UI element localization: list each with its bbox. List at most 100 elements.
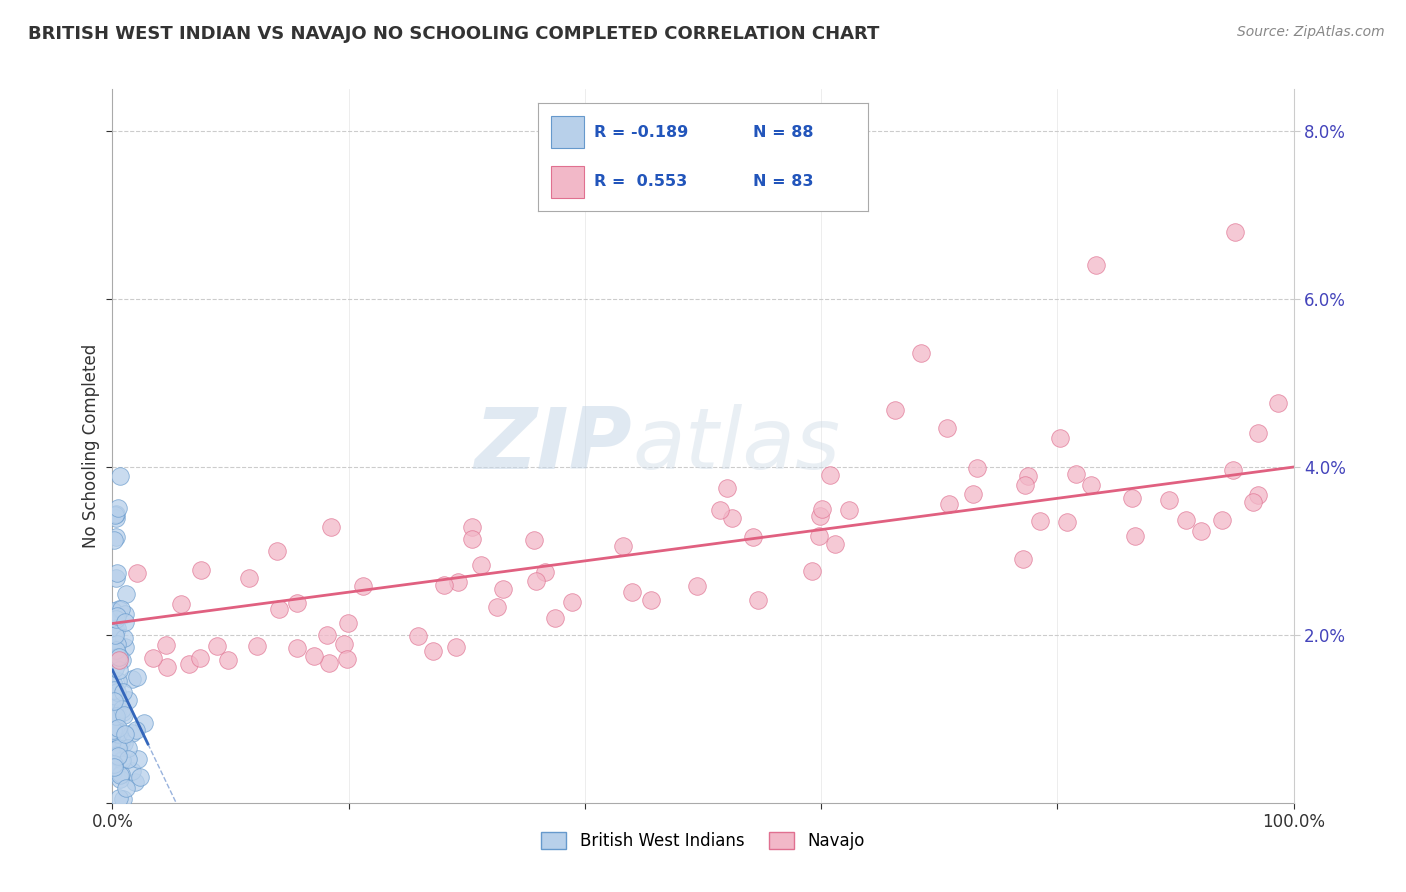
Point bbox=[104, 661, 127, 675]
Point bbox=[108, 652, 131, 666]
Point bbox=[1017, 468, 1039, 483]
Point bbox=[966, 460, 988, 475]
Point bbox=[103, 683, 125, 698]
Point bbox=[336, 652, 359, 666]
Point bbox=[523, 533, 546, 547]
Point bbox=[818, 467, 841, 482]
Point bbox=[470, 558, 492, 573]
Point bbox=[492, 582, 515, 596]
Point bbox=[101, 765, 124, 780]
Point bbox=[962, 487, 984, 501]
Point bbox=[104, 624, 127, 639]
Point bbox=[1064, 467, 1087, 481]
Point bbox=[107, 650, 129, 665]
Point bbox=[111, 792, 134, 806]
Point bbox=[1049, 431, 1071, 445]
Point bbox=[107, 746, 129, 760]
Text: ZIP: ZIP bbox=[474, 404, 633, 488]
Point bbox=[105, 649, 128, 664]
Point bbox=[104, 643, 127, 657]
Point bbox=[105, 566, 128, 580]
Point bbox=[125, 566, 148, 580]
Point bbox=[485, 599, 508, 614]
Point bbox=[461, 520, 484, 534]
Point bbox=[461, 532, 484, 546]
Point bbox=[808, 509, 831, 524]
Point bbox=[108, 469, 131, 483]
Point bbox=[107, 652, 129, 666]
Point bbox=[124, 775, 146, 789]
Point bbox=[406, 629, 429, 643]
Point bbox=[524, 574, 547, 589]
Point bbox=[333, 637, 356, 651]
Point bbox=[686, 579, 709, 593]
Point bbox=[121, 673, 143, 687]
Point bbox=[115, 587, 138, 601]
Point bbox=[716, 481, 738, 495]
Point bbox=[446, 574, 468, 589]
Point bbox=[104, 612, 127, 626]
Point bbox=[108, 602, 131, 616]
Point bbox=[111, 702, 134, 716]
Point bbox=[105, 637, 128, 651]
Point bbox=[316, 628, 339, 642]
Point bbox=[155, 639, 177, 653]
Point bbox=[132, 716, 155, 731]
Point bbox=[1125, 529, 1147, 543]
Point bbox=[107, 673, 129, 688]
Point bbox=[111, 685, 134, 699]
Point bbox=[103, 756, 125, 771]
Point bbox=[1012, 551, 1035, 566]
Point bbox=[107, 727, 129, 741]
Point bbox=[107, 748, 129, 763]
Point bbox=[104, 709, 127, 723]
Point bbox=[105, 508, 128, 522]
Y-axis label: No Schooling Completed: No Schooling Completed bbox=[82, 344, 100, 548]
Point bbox=[107, 500, 129, 515]
Point bbox=[107, 685, 129, 699]
Point bbox=[446, 640, 468, 654]
Point bbox=[811, 502, 834, 516]
Point bbox=[111, 733, 134, 747]
Point bbox=[217, 652, 239, 666]
Point bbox=[121, 764, 143, 779]
Point bbox=[422, 644, 444, 658]
Point bbox=[1241, 495, 1264, 509]
Point bbox=[319, 520, 342, 534]
Point bbox=[107, 735, 129, 749]
Point bbox=[108, 772, 131, 787]
Point bbox=[105, 747, 128, 762]
Point bbox=[884, 403, 907, 417]
Point bbox=[747, 592, 769, 607]
Point bbox=[1211, 513, 1233, 527]
Point bbox=[105, 621, 128, 635]
Text: atlas: atlas bbox=[633, 404, 841, 488]
Point bbox=[107, 749, 129, 764]
Point bbox=[285, 641, 308, 656]
Point bbox=[337, 616, 360, 631]
Point bbox=[103, 725, 125, 739]
Point bbox=[117, 693, 139, 707]
Point bbox=[838, 503, 860, 517]
Point bbox=[1246, 425, 1268, 440]
Point bbox=[824, 537, 846, 551]
Point bbox=[110, 602, 132, 616]
Text: BRITISH WEST INDIAN VS NAVAJO NO SCHOOLING COMPLETED CORRELATION CHART: BRITISH WEST INDIAN VS NAVAJO NO SCHOOLI… bbox=[28, 25, 880, 43]
Point bbox=[1175, 513, 1198, 527]
Point bbox=[1222, 463, 1244, 477]
Point bbox=[105, 706, 128, 721]
Point bbox=[640, 593, 662, 607]
Point bbox=[266, 543, 288, 558]
Point bbox=[318, 656, 340, 670]
Point bbox=[101, 676, 124, 690]
Point bbox=[111, 753, 134, 767]
Point bbox=[101, 639, 124, 653]
Point bbox=[103, 678, 125, 692]
Point bbox=[1084, 258, 1107, 272]
Point bbox=[1121, 491, 1143, 505]
Point bbox=[103, 533, 125, 547]
Point bbox=[129, 770, 152, 784]
Point bbox=[910, 345, 932, 359]
Point bbox=[112, 735, 135, 749]
Point bbox=[621, 584, 644, 599]
